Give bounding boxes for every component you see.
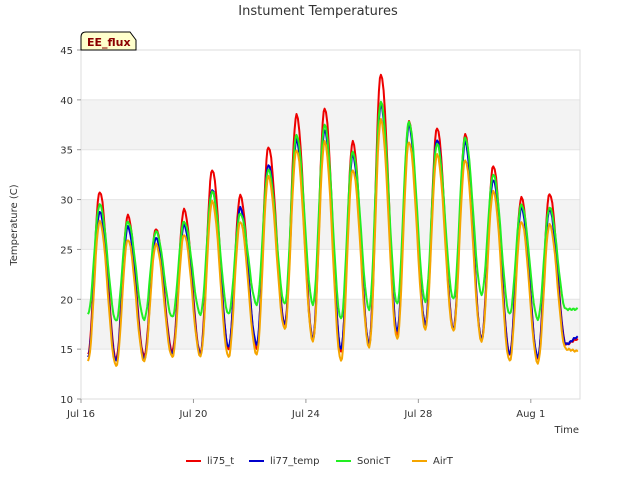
- y-tick-label: 30: [60, 196, 73, 207]
- series-line-sonict: [87, 100, 579, 322]
- legend: li75_t li77_temp SonicT AirT: [186, 456, 454, 467]
- y-tick-label: 35: [60, 146, 73, 157]
- y-tick-label: 45: [60, 46, 73, 57]
- legend-label: SonicT: [357, 456, 391, 467]
- y-tick-label: 15: [60, 345, 73, 356]
- x-axis: Jul 16 Jul 20 Jul 24 Jul 28 Aug 1: [66, 399, 545, 420]
- y-axis: 10 15 20 25 30 35 40 45: [60, 46, 81, 406]
- legend-label: li75_t: [207, 456, 234, 467]
- grid-band: [81, 99, 580, 150]
- y-tick-label: 40: [60, 96, 73, 107]
- grid-bands: [81, 99, 580, 400]
- chart-title: Instument Temperatures: [238, 4, 398, 19]
- x-tick-label: Aug 1: [516, 409, 545, 420]
- y-tick-label: 10: [60, 395, 73, 406]
- series-lines: [87, 73, 579, 367]
- plot-frame: [80, 49, 581, 400]
- legend-label: li77_temp: [270, 456, 319, 467]
- y-axis-label: Temperature (C): [9, 184, 20, 266]
- series-line-airt: [87, 118, 579, 367]
- legend-label: AirT: [433, 456, 454, 467]
- ee-flux-badge: EE_flux: [80, 31, 137, 51]
- badge-background: [80, 31, 137, 51]
- x-tick-label: Jul 16: [66, 409, 95, 420]
- badge-label: EE_flux: [87, 36, 131, 49]
- x-tick-label: Jul 24: [291, 409, 320, 420]
- x-tick-label: Jul 28: [403, 409, 432, 420]
- y-tick-label: 25: [60, 245, 73, 256]
- x-tick-label: Jul 20: [178, 409, 207, 420]
- x-axis-label: Time: [554, 425, 579, 436]
- y-tick-label: 20: [60, 295, 73, 306]
